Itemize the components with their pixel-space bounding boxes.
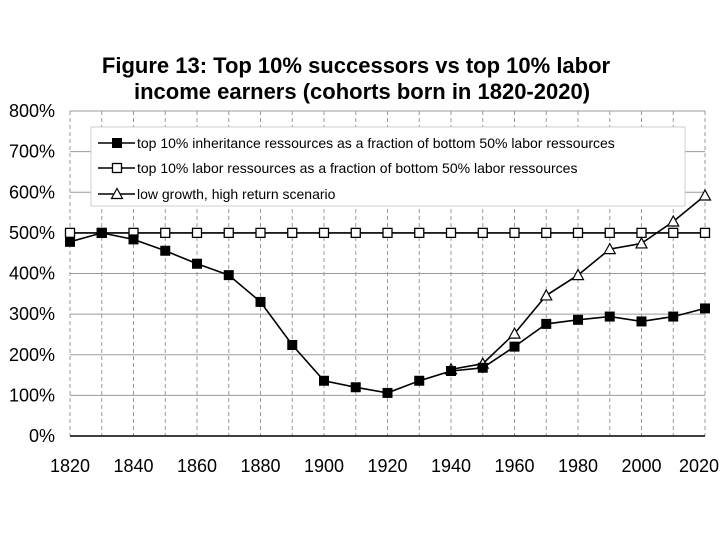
series-lines xyxy=(64,188,712,398)
x-axis: 1820 1840 1860 1880 1900 1920 1940 1960 1980 2000… xyxy=(50,456,719,476)
data-point xyxy=(507,326,522,339)
data-point xyxy=(255,296,266,307)
data-point xyxy=(477,227,488,239)
y-tick-label: 600% xyxy=(9,182,55,202)
y-tick-label: 200% xyxy=(9,345,55,365)
data-point xyxy=(223,227,234,239)
data-point xyxy=(699,227,711,239)
legend-label: top 10% labor ressources as a fraction o… xyxy=(137,160,577,176)
x-tick-label: 1940 xyxy=(431,456,471,476)
data-point xyxy=(700,303,710,314)
series-1 xyxy=(65,227,710,398)
data-point xyxy=(160,227,171,239)
x-tick-label: 1860 xyxy=(177,456,217,476)
data-point xyxy=(319,375,329,386)
data-point xyxy=(64,227,76,239)
y-tick-label: 500% xyxy=(9,223,55,243)
data-point xyxy=(65,236,75,247)
data-point xyxy=(539,288,553,301)
data-point xyxy=(636,227,647,239)
data-point xyxy=(96,227,107,238)
data-point xyxy=(160,245,171,256)
legend-label: top 10% inheritance ressources as a frac… xyxy=(137,135,615,151)
y-tick-label: 400% xyxy=(9,264,55,284)
x-tick-label: 2000 xyxy=(621,456,661,476)
data-point xyxy=(698,188,712,201)
chart-title-line: income earners (cohorts born in 1820-202… xyxy=(134,79,590,104)
data-point xyxy=(604,227,615,239)
data-point xyxy=(541,318,552,329)
x-tick-label: 1900 xyxy=(304,456,344,476)
x-tick-label: 1920 xyxy=(367,456,407,476)
data-point xyxy=(668,227,679,239)
data-point xyxy=(573,314,583,325)
y-axis: 0% 100% 200% 300% 400% 500% 600% 700% 800% xyxy=(9,101,55,446)
x-tick-label: 1880 xyxy=(240,456,280,476)
data-point xyxy=(572,227,584,239)
data-point xyxy=(509,341,520,352)
data-point xyxy=(541,227,552,239)
data-point xyxy=(571,268,585,281)
data-point xyxy=(668,311,679,322)
data-point xyxy=(128,234,139,245)
data-point xyxy=(350,382,361,393)
chart-title-line: Figure 13: Top 10% successors vs top 10%… xyxy=(102,53,611,78)
data-point xyxy=(192,258,202,269)
y-tick-label: 700% xyxy=(9,142,55,162)
x-tick-label: 1820 xyxy=(50,456,90,476)
data-point xyxy=(191,227,203,239)
data-point xyxy=(414,227,425,239)
legend-marker xyxy=(112,138,122,148)
x-tick-label: 2020 xyxy=(679,456,719,476)
legend: top 10% inheritance ressources as a frac… xyxy=(90,126,686,207)
data-point xyxy=(382,387,393,398)
data-point xyxy=(477,362,488,373)
series-3 xyxy=(444,188,712,375)
data-point xyxy=(223,270,234,281)
data-point xyxy=(255,227,266,239)
data-point xyxy=(446,366,456,376)
y-tick-label: 100% xyxy=(9,385,55,405)
series-2 xyxy=(64,227,711,239)
x-tick-label: 1980 xyxy=(558,456,598,476)
y-tick-label: 300% xyxy=(9,304,55,324)
data-point xyxy=(445,227,457,239)
data-point xyxy=(603,242,617,255)
x-tick-label: 1840 xyxy=(113,456,153,476)
data-point xyxy=(509,227,520,239)
legend-box xyxy=(90,126,686,207)
legend-label: low growth, high return scenario xyxy=(137,186,336,202)
y-tick-label: 0% xyxy=(29,426,55,446)
data-point xyxy=(414,375,425,386)
data-point xyxy=(382,227,393,239)
data-point xyxy=(318,227,330,239)
data-point xyxy=(604,311,615,322)
data-point xyxy=(636,316,647,327)
x-tick-label: 1960 xyxy=(494,456,534,476)
data-point xyxy=(350,227,361,239)
data-point xyxy=(666,214,680,227)
data-point xyxy=(634,236,649,249)
data-point xyxy=(287,227,298,239)
legend-marker xyxy=(110,187,124,200)
data-point xyxy=(287,340,298,350)
y-tick-label: 800% xyxy=(9,101,55,121)
legend-marker xyxy=(111,162,123,174)
chart-title: Figure 13: Top 10% successors vs top 10%… xyxy=(102,53,611,104)
